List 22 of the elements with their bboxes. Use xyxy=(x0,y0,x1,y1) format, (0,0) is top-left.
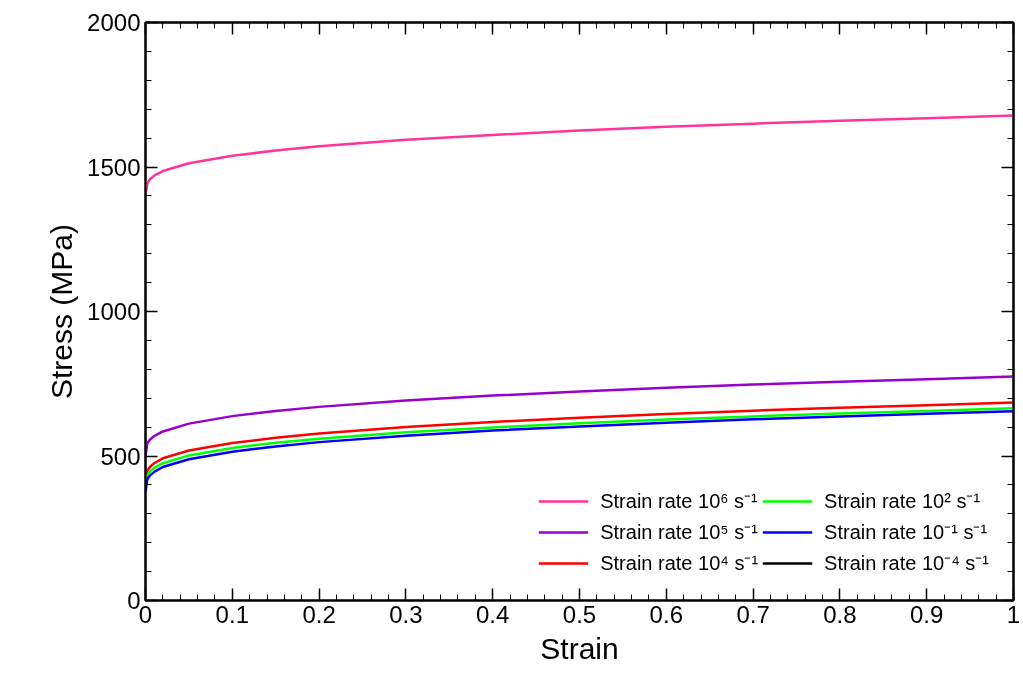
y-tick-label: 1000 xyxy=(87,298,141,325)
y-tick-label: 2000 xyxy=(87,9,141,36)
legend-label: Strain rate 10⁶ s⁻¹ xyxy=(600,489,758,514)
x-tick-label: 0.6 xyxy=(649,600,683,628)
x-axis-title: Strain xyxy=(540,631,619,665)
legend-label: Strain rate 10⁵ s⁻¹ xyxy=(600,520,758,545)
x-tick-label: 0.5 xyxy=(562,600,597,628)
x-tick-label: 0.7 xyxy=(736,600,770,628)
legend-label: Strain rate 10⁴ s⁻¹ xyxy=(600,551,759,576)
y-tick-label: 500 xyxy=(100,442,141,470)
x-tick-label: 0.4 xyxy=(476,600,510,628)
x-tick-label: 0.2 xyxy=(302,600,336,628)
x-tick-label: 1 xyxy=(1006,600,1021,628)
legend-label: Strain rate 10² s⁻¹ xyxy=(824,489,981,514)
legend-label: Strain rate 10⁻⁴ s⁻¹ xyxy=(824,551,989,576)
x-tick-label: 0.9 xyxy=(910,600,944,628)
x-tick-label: 0.1 xyxy=(215,600,249,628)
legend-label: Strain rate 10⁻¹ s⁻¹ xyxy=(824,520,988,545)
y-axis-title: Stress (MPa) xyxy=(45,223,79,400)
x-tick-label: 0.3 xyxy=(389,600,423,628)
y-tick-label: 1500 xyxy=(87,153,141,181)
x-tick-label: 0.8 xyxy=(823,600,857,628)
